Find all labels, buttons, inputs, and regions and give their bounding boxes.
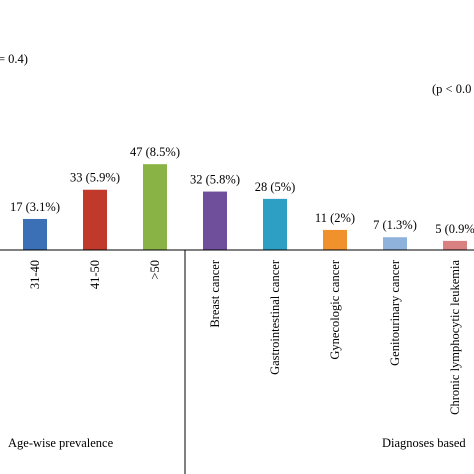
tick-label-2: >50 [148,260,162,280]
data-label-5: 11 (2%) [315,211,355,225]
tick-label-1: 41-50 [88,260,102,289]
data-label-2: 47 (8.5%) [130,145,180,159]
tick-label-6: Genitourinary cancer [388,259,402,366]
data-label-1: 33 (5.9%) [70,171,120,185]
bar-0 [23,218,47,250]
bar-3 [203,191,227,250]
p-value-left: = 0.4) [0,52,28,66]
tick-label-7: Chronic lymphocytic leukemia [448,260,462,415]
p-value-right: (p < 0.0 [432,82,471,96]
data-label-6: 7 (1.3%) [373,218,417,232]
group-label-age: Age-wise prevalence [8,436,114,450]
data-label-3: 32 (5.8%) [190,173,240,187]
data-label-0: 17 (3.1%) [10,200,60,214]
data-label-4: 28 (5%) [255,180,296,194]
tick-label-0: 31-40 [28,260,42,289]
bar-7 [443,240,467,250]
tick-label-4: Gastrointestinal cancer [268,259,282,375]
bar-5 [323,229,347,250]
data-label-7: 5 (0.9% [435,222,474,236]
tick-label-3: Breast cancer [208,259,222,328]
bar-2 [143,164,167,250]
bar-1 [83,189,107,250]
tick-label-5: Gynecologic cancer [328,259,342,359]
bar-4 [263,198,287,250]
bar-6 [383,237,407,250]
group-label-diagnoses: Diagnoses based [382,436,466,450]
